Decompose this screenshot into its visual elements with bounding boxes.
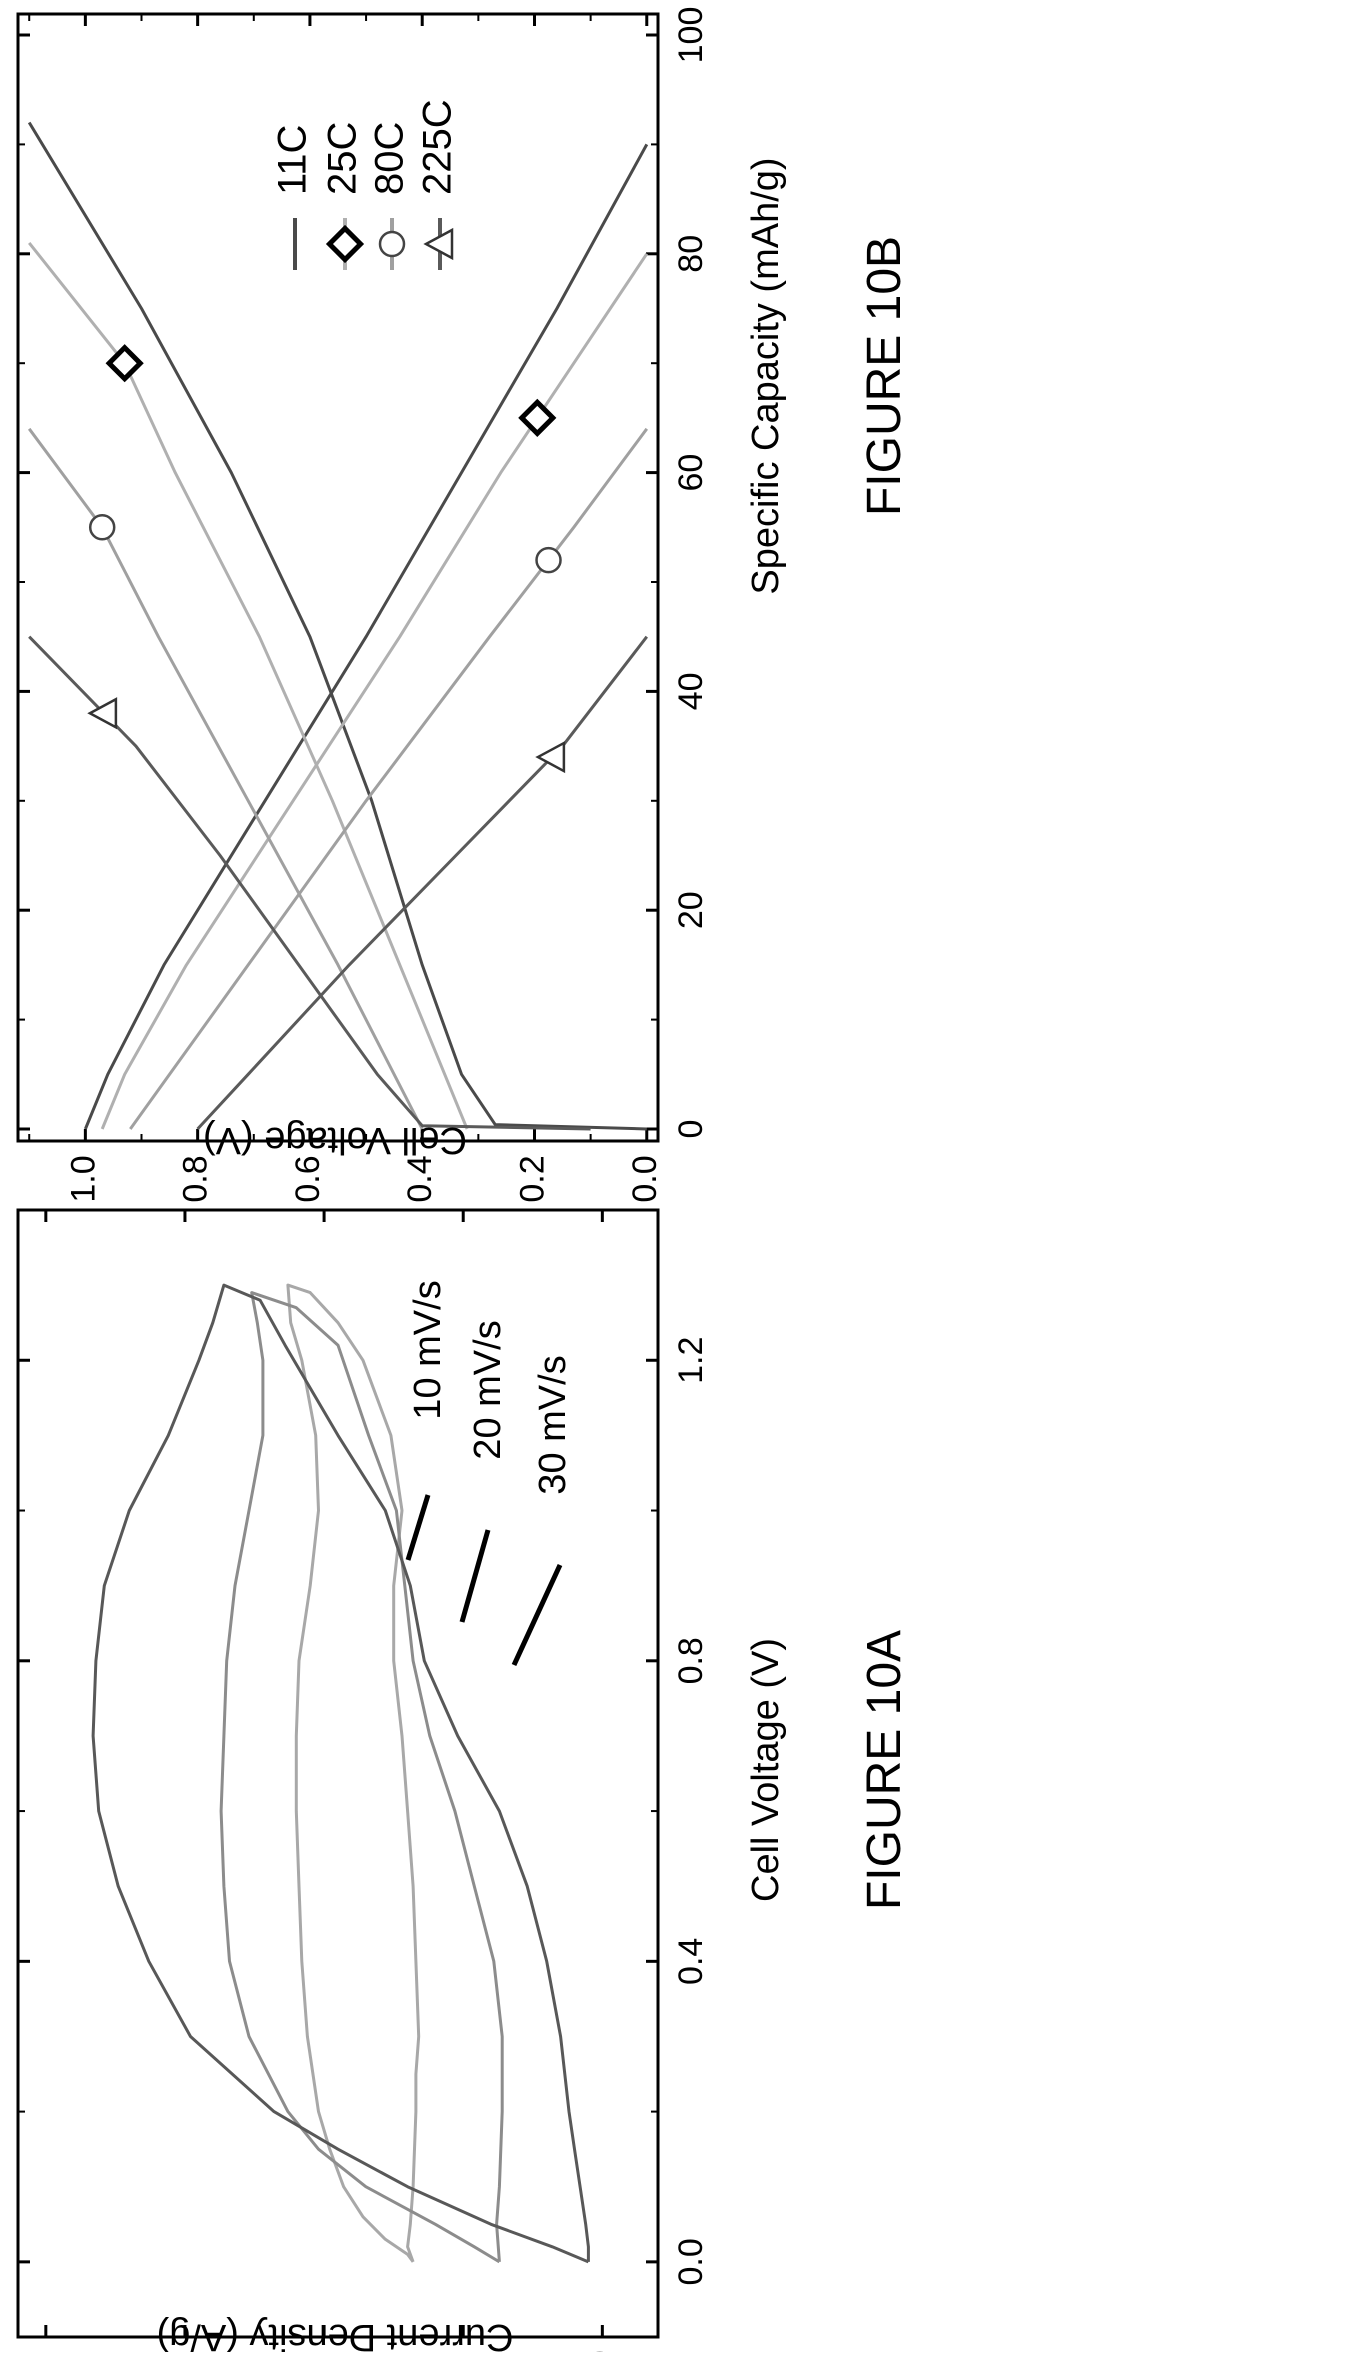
chart-10b-series-225c-charge (28, 635, 591, 1131)
chart-10b-series-80c-discharge (129, 427, 649, 1130)
chart-10a-y-axis-label: Current Density (A/g) (157, 2316, 514, 2352)
chart-10b-legend-marker-25c (325, 224, 365, 264)
chart-10b-y-tick-label: 0.4 (401, 1155, 439, 1202)
chart-10b-ticks (18, 14, 658, 1141)
chart-10b-x-tick-label: 80 (672, 235, 710, 273)
chart-10b-x-tick-label: 20 (672, 891, 710, 929)
chart-10b-legend: 11C 25C 80C 225C (271, 99, 460, 270)
chart-10b-legend-label-225c: 225C (416, 99, 460, 195)
chart-10b-series-25c-charge (28, 241, 469, 1130)
chart-10a-plot-frame (16, 1208, 660, 2339)
chart-10b-x-tick-label: 60 (672, 454, 710, 492)
chart-10b-y-tick-label: 0.0 (626, 1155, 664, 1202)
chart-10b-y-tick-label: 1.0 (64, 1155, 102, 1202)
chart-10a-x-tick-label: 0.0 (672, 2238, 710, 2285)
chart-10b-y-tick-label: 0.2 (513, 1155, 551, 1202)
chart-10b-markers (87, 344, 566, 774)
chart-10b-marker-25c (105, 344, 144, 383)
chart-10b-y-axis-label: Cell Voltage (V) (203, 1119, 467, 1161)
chart-10a-series (91, 1283, 590, 2264)
chart-10a-annotation-3: 30 mV/s (532, 1355, 574, 1494)
chart-10b-legend-marker-225c (423, 227, 454, 261)
chart-10b-legend-label-25c: 25C (321, 122, 365, 195)
chart-10a-ticks (18, 1210, 658, 2337)
chart-10b-figure-label: FIGURE 10B (858, 236, 911, 516)
chart-10a-x-axis-label: Cell Voltage (V) (745, 1638, 787, 1902)
chart-10a: 0.00.40.81.2-10-5051010 mV/s20 mV/s30 mV… (16, 1208, 911, 2357)
chart-10a-annotation-leaders (405, 1494, 563, 1667)
chart-10a-text: 0.00.40.81.2-10-5051010 mV/s20 mV/s30 mV… (25, 1280, 710, 2357)
chart-10b-marker-225c (535, 740, 566, 774)
chart-10a-annotation-2: 20 mV/s (467, 1320, 509, 1459)
chart-10b: 11C 25C 80C 225C 0 20 40 60 80 100 0.0 0.2 0.4 0.6 0.… (16, 7, 911, 1203)
chart-10b-series-25c-discharge (100, 252, 649, 1130)
chart-10b-x-tick-label: 0 (672, 1120, 710, 1139)
chart-10a-annotation-leader (405, 1494, 431, 1561)
chart-10b-y-tick-label: 0.8 (177, 1155, 215, 1202)
chart-10b-legend-marker-80c (378, 230, 406, 258)
chart-10b-marker-225c (87, 697, 118, 730)
chart-10b-series (27, 121, 649, 1131)
chart-10a-series-30-mv-s (91, 1283, 590, 2264)
chart-10b-x-axis-label: Specific Capacity (mAh/g) (745, 157, 787, 594)
chart-10a-figure-label: FIGURE 10A (858, 1630, 911, 1910)
chart-10a-x-tick-label: 0.8 (672, 1637, 710, 1684)
chart-10b-series-11c-discharge (84, 143, 649, 1130)
chart-10b-legend-label-11c: 11C (271, 125, 315, 195)
chart-10b-marker-80c (88, 514, 116, 541)
chart-10a-x-tick-label: 0.4 (672, 1938, 710, 1985)
chart-10a-annotation-leader (511, 1563, 563, 1667)
chart-10b-x-tick-label: 100 (672, 7, 710, 64)
chart-10b-y-tick-label: 0.6 (289, 1155, 327, 1202)
chart-10b-text: 0 20 40 60 80 100 0.0 0.2 0.4 0.6 0.8 1.0 (64, 7, 710, 1203)
chart-10b-plot-frame (16, 12, 660, 1143)
chart-10b-marker-80c (535, 546, 562, 574)
chart-10a-series-20-mv-s (219, 1291, 504, 2264)
chart-10b-series-225c-discharge (196, 635, 648, 1131)
chart-10b-x-tick-label: 40 (672, 672, 710, 710)
chart-10b-marker-25c (518, 398, 557, 437)
chart-10a-annotation-1: 10 mV/s (407, 1280, 449, 1419)
chart-10a-series-10-mv-s (286, 1283, 421, 2263)
chart-10a-annotation-leader (459, 1529, 491, 1623)
chart-10a-x-tick-label: 1.2 (672, 1337, 710, 1384)
chart-10b-series-11c-charge (27, 121, 647, 1131)
chart-10b-legend-label-80c: 80C (368, 122, 412, 195)
